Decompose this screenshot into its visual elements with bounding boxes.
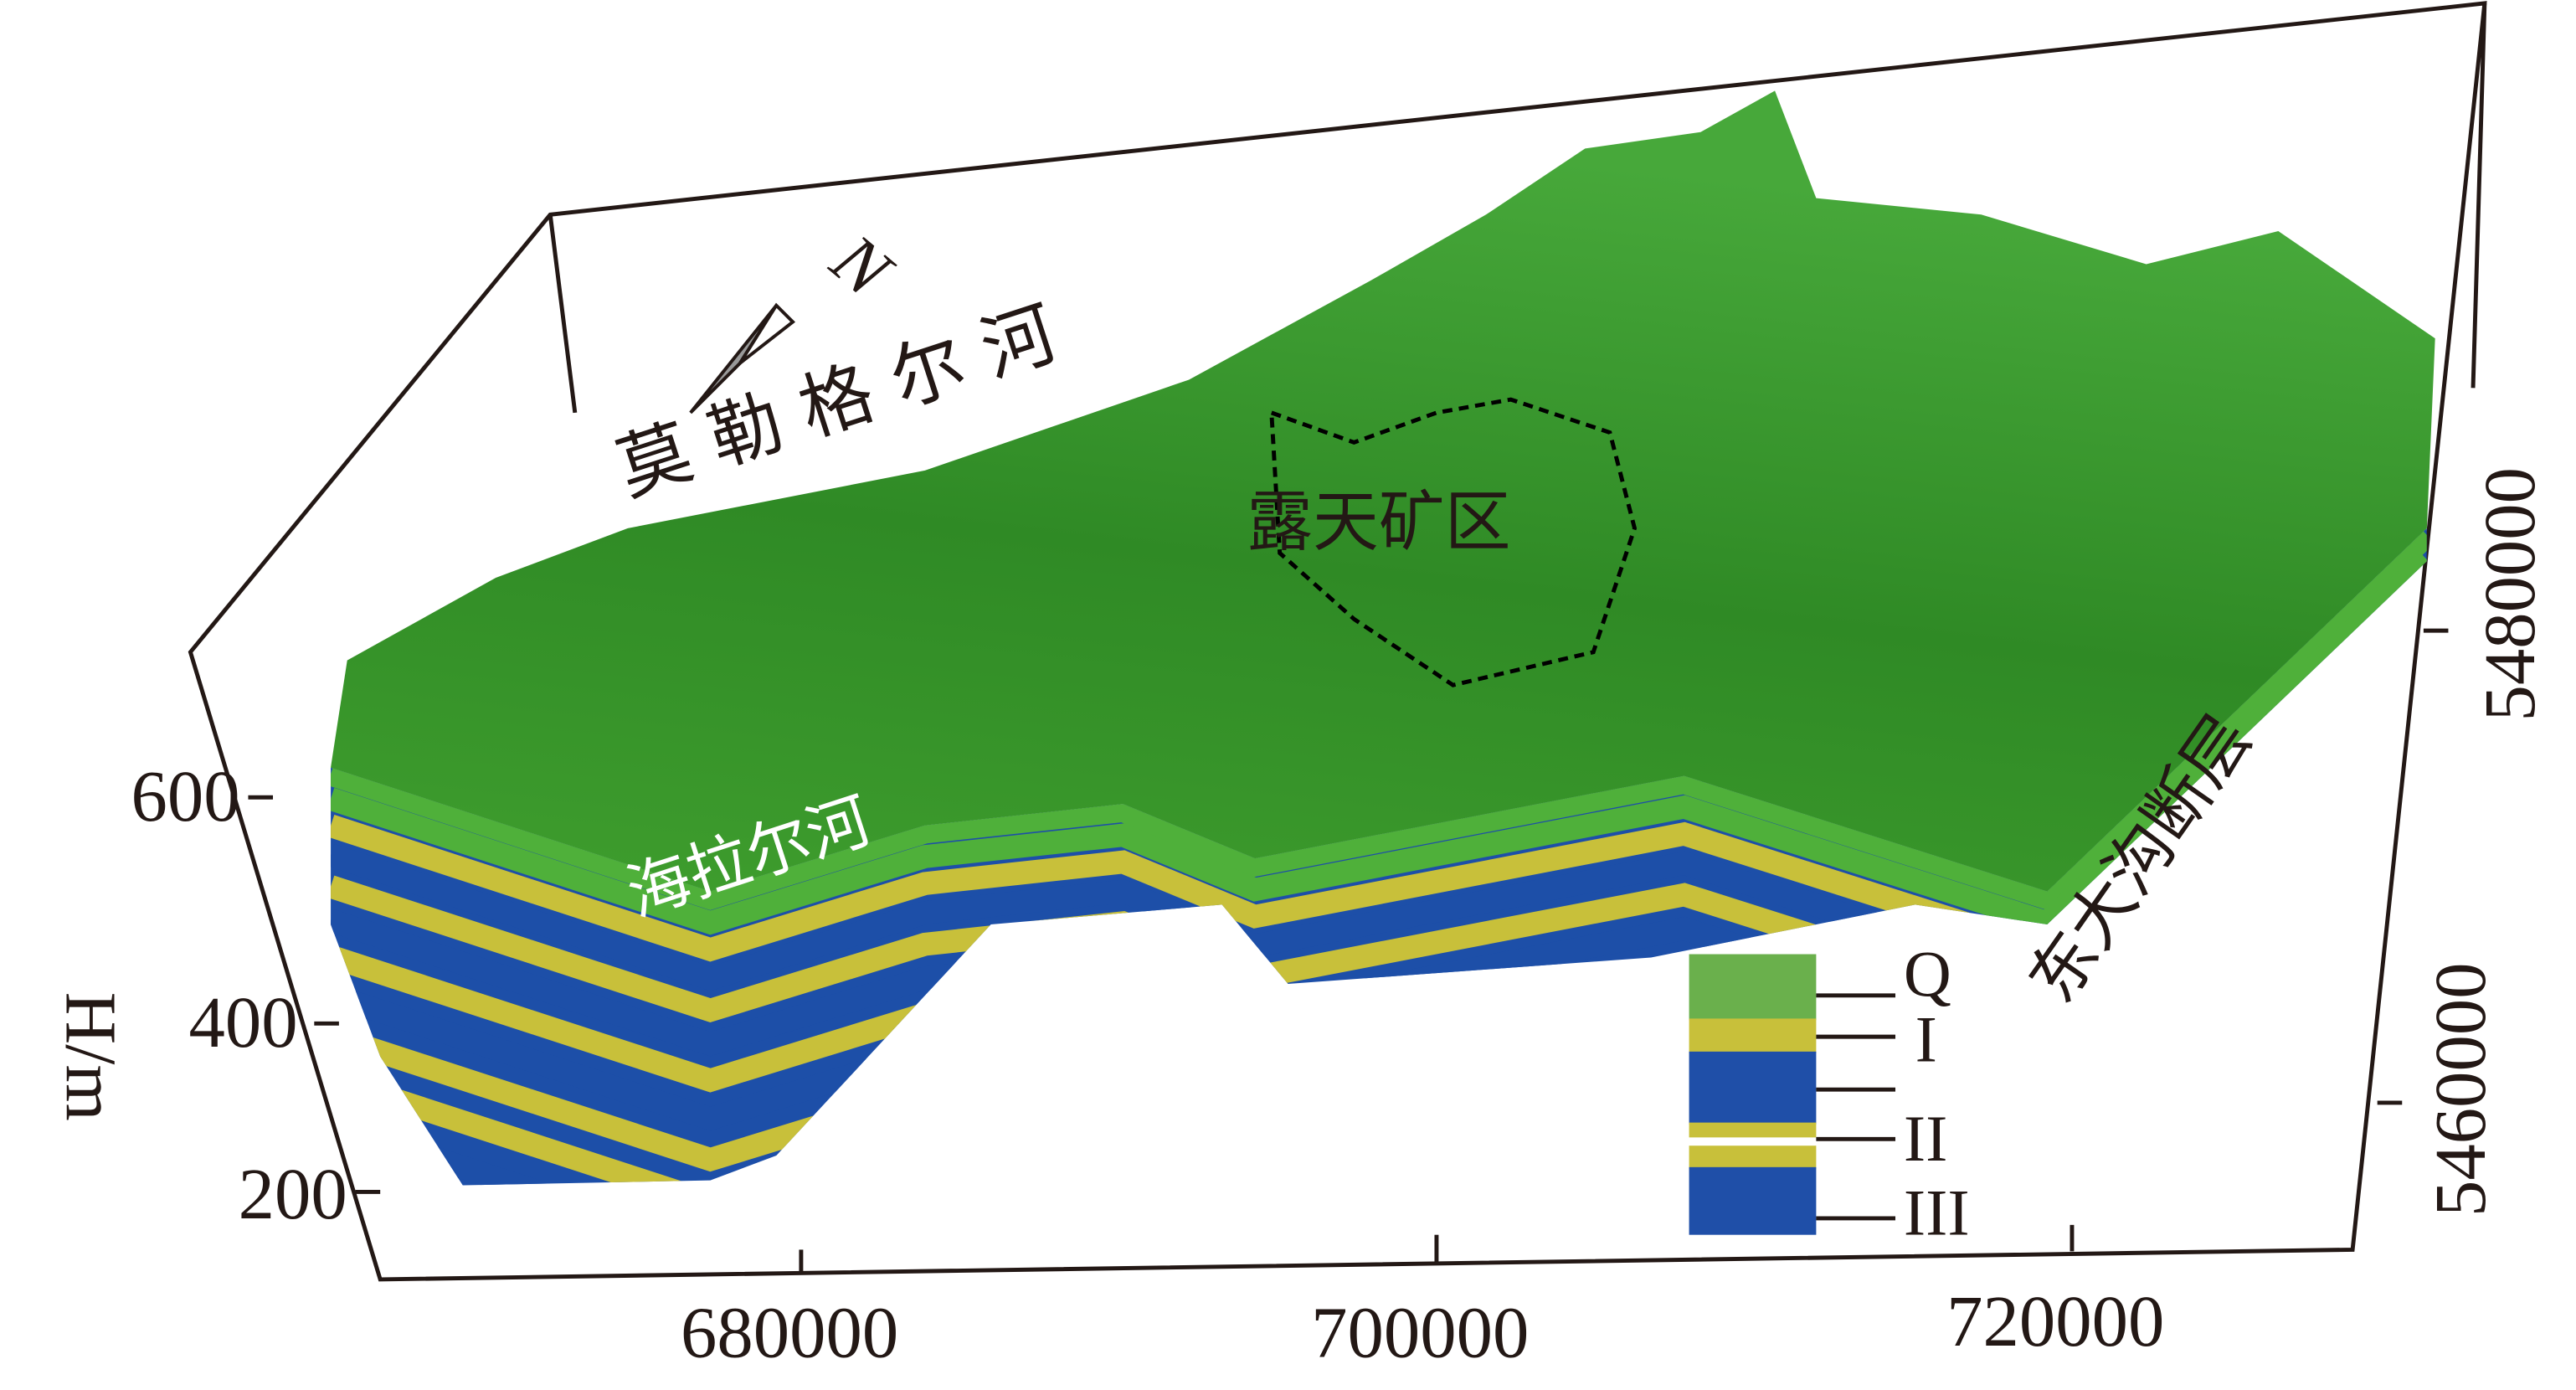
legend: Q I II III [1689,938,1970,1250]
legend-swatch [1689,1166,1817,1235]
stratum-band [331,551,2427,936]
legend-swatch [1689,954,1817,1021]
bounding-box [188,1,2487,1282]
terrain-surface [331,90,2435,892]
legend-label: II [1904,1103,1948,1176]
stratum-band [331,528,2427,912]
mine-boundary [1269,397,1638,687]
mine-label: 露天矿区 [1247,484,1510,561]
legend-label: Q [1904,938,1951,1011]
legend-label: III [1904,1177,1970,1250]
x-tick-label: 700000 [1311,1293,1529,1373]
legend-swatch [1689,1122,1817,1138]
y-tick-label: 5460000 [2420,962,2501,1217]
x-tick-label: 680000 [681,1293,898,1373]
legend-swatch [1689,1051,1817,1125]
legend-label: I [1915,1004,1937,1077]
legend-swatch [1689,1018,1817,1053]
x-tick-label: 720000 [1946,1281,2164,1362]
y-tick-label: 5480000 [2470,467,2550,722]
north-label: N [816,219,908,314]
z-tick-label: 200 [239,1154,347,1234]
legend-swatch [1689,1145,1817,1169]
z-axis-label: H/m [51,992,131,1121]
z-tick-label: 400 [188,982,297,1063]
z-tick-label: 600 [131,756,239,837]
